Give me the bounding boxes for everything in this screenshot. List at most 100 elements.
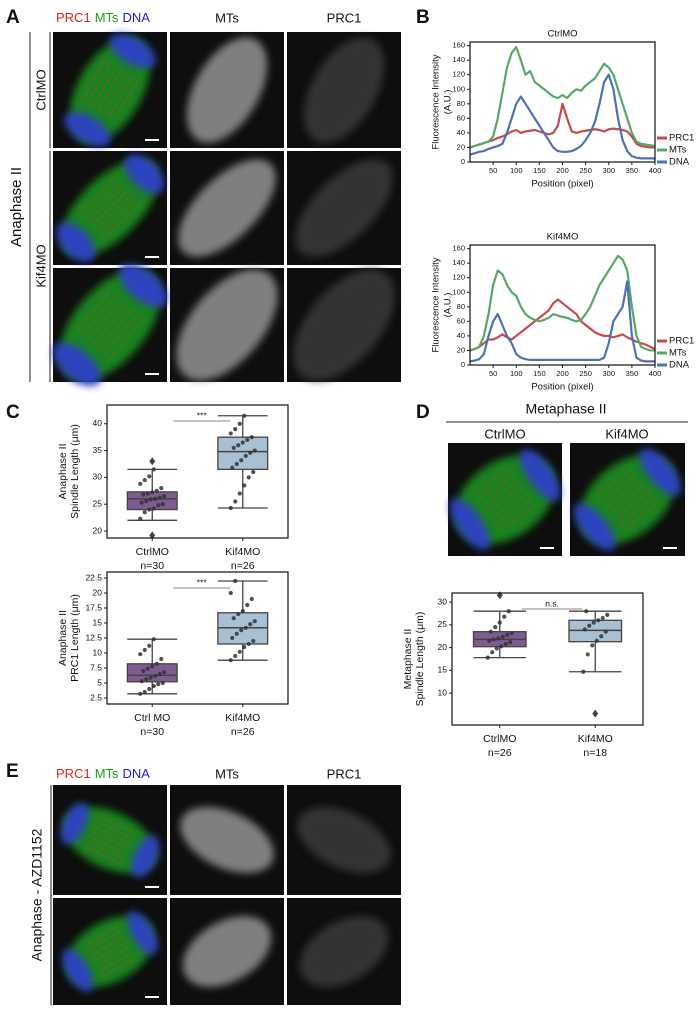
data-point	[485, 655, 490, 660]
data-point	[162, 494, 167, 499]
y-tick-label: 20	[457, 345, 465, 354]
x-tick-label: Kif4MO	[225, 712, 260, 724]
x-tick-label: 200	[556, 369, 569, 378]
fiber	[67, 832, 143, 869]
fiber	[63, 273, 135, 358]
n-label: n=30	[140, 560, 164, 572]
y-tick-label: 15	[93, 617, 103, 627]
prc1-fiber	[79, 177, 116, 214]
data-point	[251, 638, 256, 644]
y-tick-label: 17.5	[85, 602, 102, 612]
data-point	[242, 413, 247, 418]
data-point	[594, 638, 599, 643]
fiber	[304, 168, 384, 248]
micrographs	[52, 32, 685, 1005]
y-tick-label: 15	[438, 665, 448, 675]
data-point	[494, 646, 499, 651]
x-tick-label: 50	[489, 369, 497, 378]
x-tick-label: 400	[649, 166, 662, 175]
data-point	[141, 492, 146, 497]
data-point	[237, 491, 242, 496]
fiber	[304, 918, 366, 954]
chromatin	[64, 112, 111, 147]
data-point	[160, 502, 165, 507]
fiber	[85, 292, 157, 377]
channel-header: PRC1 MTs DNA	[56, 766, 150, 781]
data-point	[228, 431, 233, 436]
specimen	[178, 159, 276, 257]
fiber	[462, 457, 513, 493]
panel-title: Metaphase II	[526, 401, 607, 417]
y-tick-label: 60	[457, 113, 465, 122]
fiber	[298, 278, 346, 335]
fiber	[297, 273, 369, 358]
specimen	[295, 159, 393, 257]
fiber	[318, 809, 384, 841]
fiber	[182, 163, 247, 228]
data-point	[488, 629, 493, 634]
y-tick-label: 60	[457, 316, 465, 325]
y-tick-label: 0	[461, 157, 465, 166]
prc1-fiber	[610, 484, 645, 515]
x-tick-label: 250	[579, 166, 592, 175]
data-point	[503, 641, 508, 647]
fiber	[328, 807, 379, 832]
prc1-fiber	[605, 479, 641, 509]
prc1-fiber	[596, 468, 631, 498]
data-point	[496, 636, 501, 641]
data-point	[596, 618, 601, 623]
data-point	[508, 640, 513, 645]
prc1-fiber	[601, 473, 636, 503]
data-point	[157, 671, 162, 677]
prc1-fiber	[87, 299, 122, 341]
x-tick-label: 100	[510, 369, 523, 378]
fiber	[191, 41, 241, 126]
line-series	[469, 254, 655, 352]
fiber	[180, 273, 252, 358]
data-point	[600, 615, 605, 621]
fiber	[185, 820, 269, 860]
fiber	[62, 274, 125, 348]
chromatin	[639, 448, 682, 496]
fiber	[201, 809, 267, 841]
data-point	[590, 643, 595, 648]
data-point	[233, 427, 238, 432]
data-point	[144, 677, 149, 682]
fiber	[193, 935, 267, 979]
prc1-fiber	[86, 841, 124, 860]
n-label: n=18	[583, 747, 607, 759]
prc1-fiber	[96, 946, 130, 967]
fiber	[77, 811, 153, 848]
y-tick-label: 160	[452, 244, 465, 253]
y-tick-label: 30	[93, 472, 103, 482]
data-point	[138, 481, 143, 486]
fiber	[336, 200, 386, 250]
fiber	[189, 929, 265, 974]
x-axis-label: Position (pixel)	[531, 382, 593, 393]
data-point	[139, 500, 144, 505]
chromatin	[52, 342, 101, 387]
data-point	[591, 620, 596, 625]
legend-label: DNA	[669, 360, 690, 371]
data-point	[248, 622, 253, 627]
y-tick-label: 140	[452, 258, 465, 267]
data-point	[233, 578, 238, 584]
fiber	[319, 292, 391, 377]
data-point	[500, 634, 505, 639]
prc1-fiber	[87, 931, 121, 952]
data-point	[248, 450, 253, 455]
fiber	[65, 163, 130, 228]
prc1-fiber	[93, 941, 127, 962]
specimen	[449, 449, 561, 550]
x-tick-label: Ctrl MO	[134, 712, 170, 724]
plot-frame	[106, 404, 289, 539]
y-tick-label: 160	[452, 41, 465, 50]
fiber	[300, 275, 377, 366]
data-point	[151, 683, 156, 689]
y-tick-label: 0	[461, 360, 465, 369]
fiber	[310, 935, 384, 979]
panel-label: B	[416, 7, 430, 28]
channel: MTs	[95, 766, 119, 781]
fiber	[216, 958, 262, 986]
